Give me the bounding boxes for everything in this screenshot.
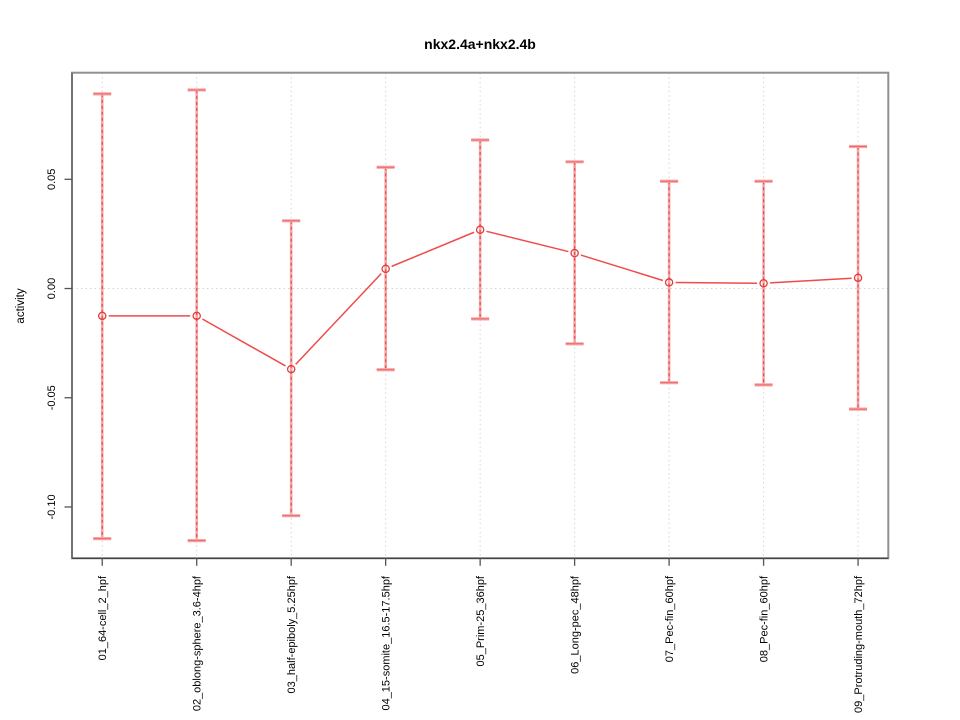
data-point-marker	[475, 225, 485, 235]
error-bar	[376, 165, 395, 372]
y-tick-label: -0.10	[46, 494, 58, 519]
x-tick-label: 08_Pec-fin_60hpf	[759, 575, 771, 662]
y-tick-label: -0.05	[46, 385, 58, 410]
error-bar	[565, 160, 584, 346]
series-line-segment	[486, 230, 569, 253]
chart-title: nkx2.4a+nkx2.4b	[424, 36, 536, 52]
grid-lines	[72, 72, 889, 559]
error-bar	[849, 144, 868, 411]
x-tick-label: 06_Long-pec_48hpf	[570, 575, 582, 674]
data-point-marker	[192, 311, 201, 321]
x-tick-label: 09_Protruding-mouth_72hpf	[853, 575, 865, 713]
data-point-marker	[570, 248, 579, 258]
data-series	[93, 88, 868, 543]
x-tick-label: 01_64-cell_2_hpf	[97, 575, 109, 660]
y-tick-label: 0.05	[46, 169, 58, 190]
series-line-segment	[391, 231, 475, 268]
data-point-marker	[853, 273, 863, 283]
y-tick-label: 0.00	[46, 278, 58, 299]
series-line-segment	[675, 281, 758, 284]
series-line-segment	[580, 254, 664, 282]
series-line-segment	[770, 277, 852, 284]
error-bar	[754, 179, 773, 387]
error-bar	[93, 92, 112, 541]
y-axis-label: activity	[15, 288, 27, 323]
axes: 0.05 0.00 -0.05 -0.10 01_64-cell_2_hpf 02_obl…	[46, 169, 865, 713]
data-point-marker	[664, 278, 674, 287]
error-bar	[187, 88, 206, 543]
data-point-marker	[381, 264, 390, 274]
x-tick-label: 05_Prim-25_36hpf	[475, 575, 487, 666]
data-point-marker	[286, 364, 296, 374]
series-line-segment	[202, 318, 286, 367]
x-tick-label: 02_oblong-sphere_3.6-4hpf	[192, 575, 204, 711]
error-bar	[471, 138, 490, 321]
data-point-marker	[97, 311, 107, 321]
x-tick-label: 07_Pec-fin_60hpf	[664, 575, 676, 662]
x-tick-label: 03_half-epiboly_5.25hpf	[286, 575, 298, 693]
data-point-marker	[759, 279, 768, 288]
x-tick-label: 04_15-somite_16.5-17.5hpf	[381, 575, 393, 710]
series-line-segment	[295, 273, 382, 365]
error-bar	[660, 179, 679, 385]
error-bar	[282, 219, 301, 518]
